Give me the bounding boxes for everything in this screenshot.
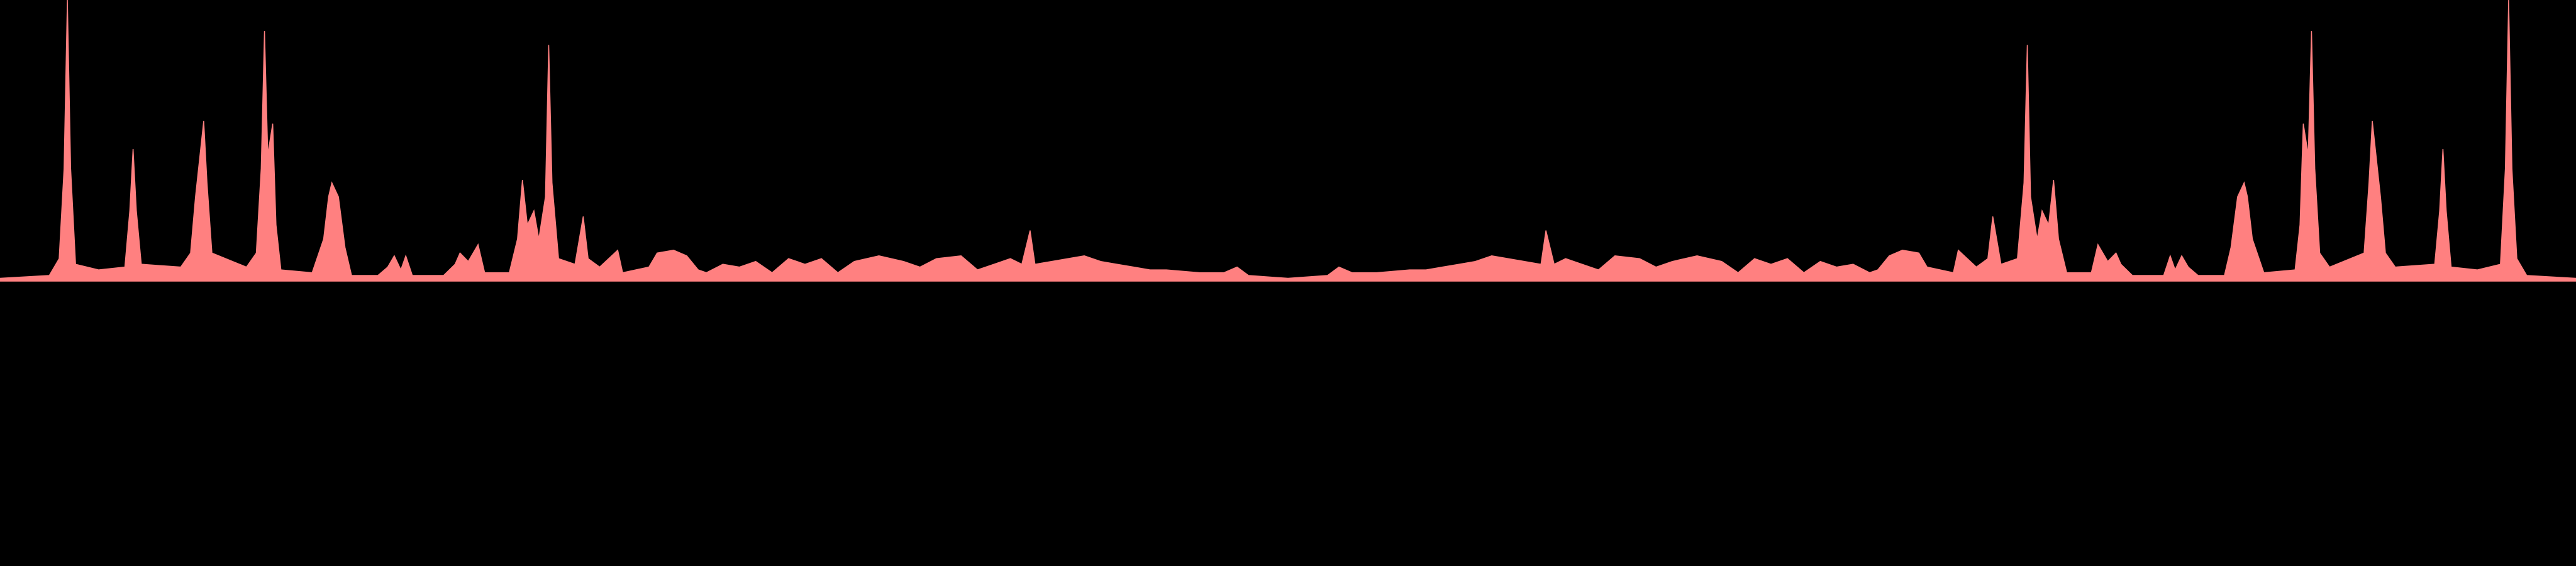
spectrum-area <box>0 0 2576 282</box>
